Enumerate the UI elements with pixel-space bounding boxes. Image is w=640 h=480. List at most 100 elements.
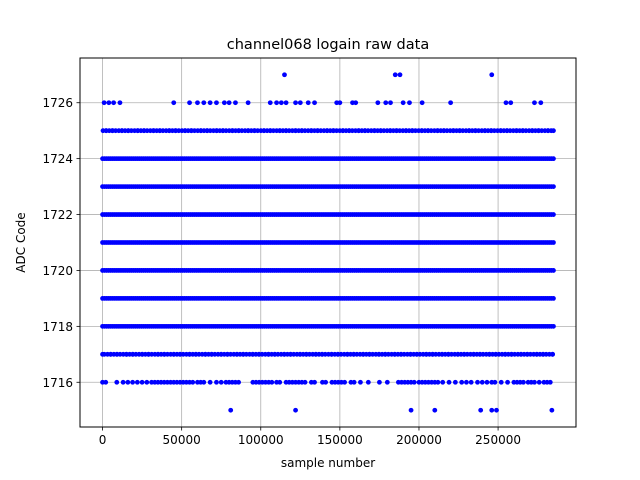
data-point — [207, 100, 213, 106]
y-axis-title: ADC Code — [14, 212, 28, 272]
data-point — [302, 379, 308, 385]
data-point — [397, 72, 403, 78]
data-point — [358, 379, 363, 385]
data-point — [551, 240, 556, 245]
data-point — [494, 407, 499, 413]
data-point — [134, 379, 140, 385]
data-point — [190, 379, 196, 385]
data-point — [139, 379, 145, 385]
data-point — [407, 100, 412, 106]
data-point — [228, 407, 234, 413]
data-point — [114, 379, 120, 385]
data-point — [221, 100, 227, 106]
data-point — [532, 379, 537, 385]
data-points — [100, 72, 556, 413]
data-point — [111, 100, 117, 106]
data-point — [484, 379, 490, 385]
data-point — [464, 379, 469, 385]
data-point — [384, 379, 390, 385]
data-point — [549, 407, 555, 413]
data-point — [283, 100, 289, 106]
data-point — [312, 100, 317, 106]
x-tick-label: 50000 — [163, 433, 201, 447]
x-tick-label: 200000 — [396, 433, 442, 447]
data-point — [479, 379, 485, 385]
data-point — [293, 100, 298, 106]
data-point — [214, 100, 219, 106]
data-point — [274, 100, 279, 106]
y-tick-label: 1722 — [42, 208, 73, 222]
data-point — [492, 379, 498, 385]
data-point — [342, 379, 348, 385]
data-point — [218, 379, 224, 385]
data-point — [468, 379, 474, 385]
data-point — [440, 379, 446, 385]
data-point — [411, 379, 417, 385]
y-tick-label: 1718 — [42, 320, 73, 334]
data-point — [408, 407, 414, 413]
data-point — [478, 407, 484, 413]
data-point — [130, 379, 136, 385]
data-point — [508, 100, 514, 106]
data-point — [498, 379, 504, 385]
data-point — [236, 379, 242, 385]
data-point — [351, 379, 357, 385]
data-point — [278, 100, 284, 106]
data-point — [551, 323, 556, 329]
y-tick-label: 1720 — [42, 264, 73, 278]
data-point — [269, 379, 275, 385]
data-point — [383, 100, 389, 106]
data-point — [489, 407, 495, 413]
x-tick-label: 250000 — [475, 433, 521, 447]
data-point — [207, 379, 213, 385]
axis-ticks: 0 50000 100000 150000 200000 250000 1716 1718 17… — [42, 96, 521, 447]
data-point — [267, 100, 273, 106]
x-tick-label: 150000 — [317, 433, 363, 447]
data-point — [101, 100, 107, 106]
data-point — [505, 379, 510, 385]
data-point — [201, 100, 207, 106]
data-point — [538, 100, 544, 106]
data-point — [282, 72, 287, 78]
data-point — [297, 100, 303, 106]
data-point — [277, 379, 283, 385]
data-point — [435, 379, 441, 385]
plot-frame — [79, 57, 577, 428]
data-point — [452, 379, 458, 385]
data-point — [125, 379, 131, 385]
data-point — [551, 212, 556, 217]
data-point — [520, 379, 526, 385]
data-point — [551, 296, 556, 301]
data-point — [353, 100, 359, 106]
data-point — [551, 184, 556, 189]
data-point — [103, 379, 109, 385]
data-point — [475, 379, 480, 385]
y-tick-label: 1724 — [42, 152, 73, 166]
data-point — [551, 128, 556, 134]
data-point — [392, 72, 398, 78]
data-point — [532, 100, 537, 106]
data-point — [377, 379, 382, 385]
y-tick-label: 1726 — [42, 96, 73, 110]
data-point — [503, 100, 509, 106]
x-tick-label: 0 — [99, 433, 107, 447]
data-point — [547, 379, 553, 385]
data-point — [106, 100, 112, 106]
data-point — [489, 72, 495, 78]
data-point — [388, 100, 393, 106]
data-point — [120, 379, 126, 385]
data-point — [293, 407, 298, 413]
data-point — [375, 100, 381, 106]
data-point — [337, 100, 343, 106]
data-point — [144, 379, 150, 385]
x-tick-label: 100000 — [238, 433, 284, 447]
data-point — [551, 268, 556, 273]
data-point — [432, 407, 438, 413]
data-point — [365, 379, 371, 385]
data-point — [323, 379, 329, 385]
data-point — [400, 100, 406, 106]
data-point — [117, 100, 123, 106]
y-tick-label: 1716 — [42, 376, 73, 390]
